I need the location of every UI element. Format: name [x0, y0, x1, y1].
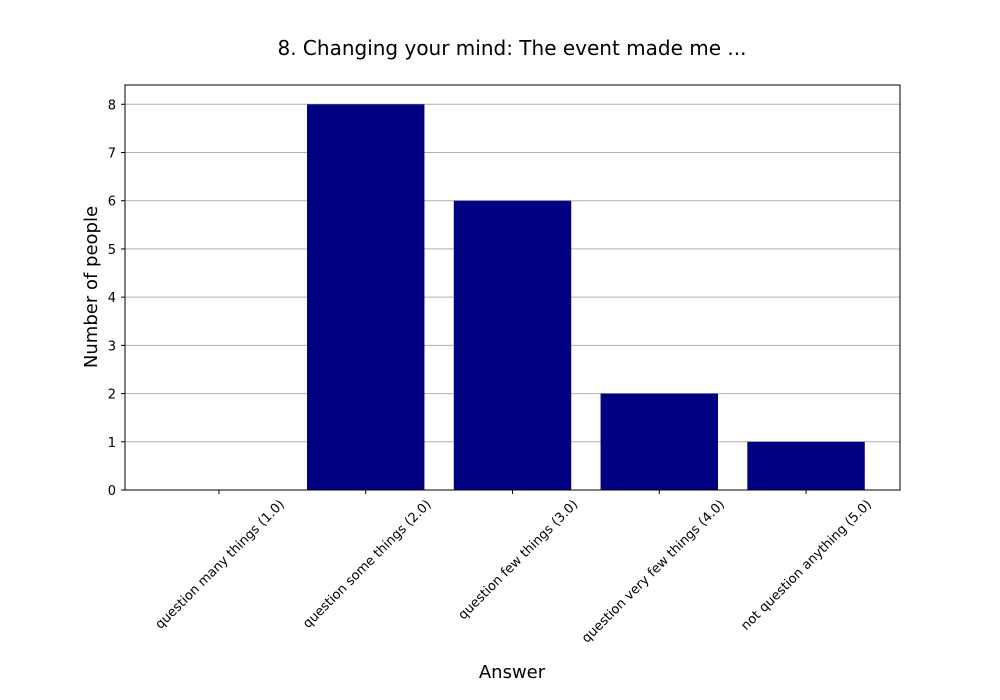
y-axis-ticks: 0 1 2 3 4 5 6 7 8 [108, 98, 125, 499]
bar [747, 441, 865, 490]
y-tick-label: 4 [108, 291, 116, 306]
y-tick-label: 2 [108, 388, 116, 403]
y-tick-label: 1 [108, 436, 116, 451]
y-tick-label: 7 [108, 147, 116, 162]
y-tick-label: 3 [108, 339, 116, 354]
y-tick-label: 0 [108, 484, 116, 499]
bar [453, 200, 572, 490]
x-tick-label: question many things (1.0) [153, 497, 288, 632]
bar [600, 393, 718, 490]
y-tick-label: 6 [108, 195, 116, 210]
x-tick-label: question very few things (4.0) [579, 497, 728, 646]
x-tick-label: question few things (3.0) [456, 497, 582, 623]
bars [307, 104, 865, 491]
x-axis-label: Answer [479, 662, 546, 683]
chart-title: 8. Changing your mind: The event made me… [277, 36, 746, 60]
y-axis-label: Number of people [81, 206, 102, 368]
x-tick-label: question some things (2.0) [300, 497, 434, 631]
y-tick-label: 5 [108, 243, 116, 258]
x-axis-ticks: question many things (1.0) question some … [153, 490, 875, 646]
bar [307, 104, 425, 491]
x-tick-label: not question anything (5.0) [738, 497, 874, 633]
y-tick-label: 8 [108, 98, 116, 113]
